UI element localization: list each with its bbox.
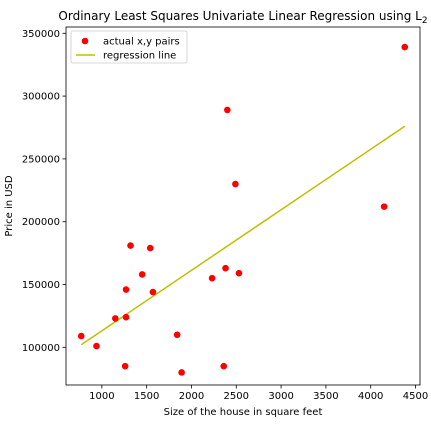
y-tick-label: 300000	[22, 92, 60, 103]
scatter-point	[127, 242, 134, 249]
x-axis-label: Size of the house in square feet	[164, 407, 323, 418]
scatter-point	[138, 271, 146, 278]
scatter-point	[122, 286, 130, 293]
scatter-point	[220, 362, 228, 370]
scatter-point	[93, 342, 100, 350]
scatter-point	[77, 332, 85, 340]
y-tick-label: 250000	[22, 154, 60, 165]
chart-title: Ordinary Least Squares Univariate Linear…	[58, 9, 427, 26]
x-tick-label: 3500	[313, 391, 338, 402]
x-tick-label: 4500	[403, 391, 428, 402]
x-tick-label: 2500	[224, 391, 249, 402]
scatter-point	[208, 274, 216, 282]
y-tick-label: 350000	[22, 29, 60, 40]
scatter-point	[224, 106, 231, 114]
scatter-point	[146, 244, 154, 252]
y-tick-label: 100000	[22, 343, 60, 354]
legend: actual x,y pairs regression line	[70, 30, 188, 64]
x-tick-label: 2000	[179, 391, 204, 402]
x-tick-label: 3000	[268, 391, 293, 402]
y-tick-label: 150000	[22, 280, 60, 291]
legend-marker-scatter	[81, 37, 89, 45]
x-tick-label: 1000	[89, 391, 114, 402]
plot-frame	[65, 26, 421, 386]
scatter-point	[122, 313, 130, 321]
x-tick-label: 1500	[134, 391, 159, 402]
regression-line	[80, 125, 406, 346]
legend-label: actual x,y pairs	[103, 37, 180, 48]
scatter-point	[222, 264, 229, 272]
x-tick-label: 4000	[358, 391, 383, 402]
scatter-point	[178, 369, 185, 376]
scatter-point	[401, 43, 409, 51]
y-axis-label: Price in USD	[4, 175, 15, 237]
legend-label: regression line	[103, 51, 176, 62]
scatter-point	[235, 269, 243, 277]
scatter-point	[232, 180, 239, 188]
chart-title-main: Ordinary Least Squares Univariate Linear…	[58, 9, 422, 23]
scatter-point	[173, 331, 181, 339]
scatter-point	[111, 315, 119, 322]
chart-title-subscript: 2	[422, 16, 428, 26]
y-tick-label: 200000	[22, 217, 60, 228]
scatter-point	[121, 362, 129, 370]
plot-area: 1000 1500 2000 2500 3000 3500 4000 4500 100000 15…	[22, 26, 428, 402]
scatter-point	[380, 203, 388, 210]
legend-box	[70, 30, 188, 64]
scatter-point	[149, 288, 157, 296]
